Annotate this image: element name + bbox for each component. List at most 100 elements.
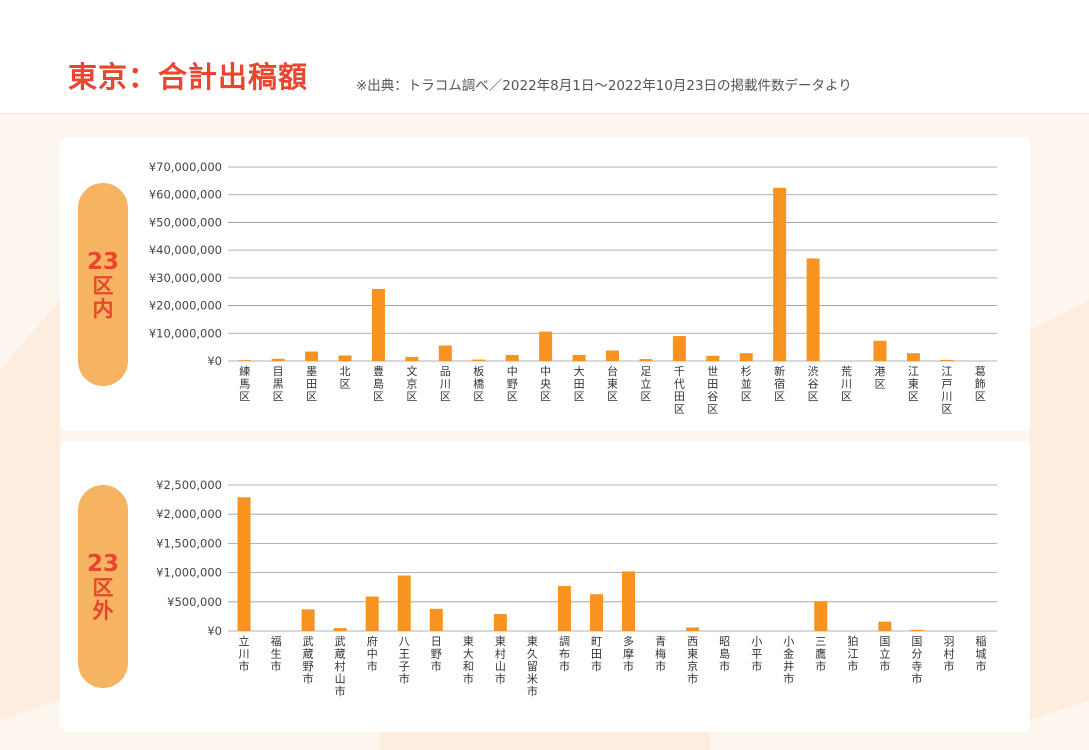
bar bbox=[438, 345, 452, 361]
bar bbox=[429, 608, 443, 631]
x-tick-label: 北区 bbox=[340, 365, 351, 391]
x-tick-label: 調布市 bbox=[559, 634, 570, 673]
bar bbox=[365, 596, 379, 631]
bar bbox=[237, 497, 251, 631]
y-tick-label: ¥1,500,000 bbox=[156, 536, 222, 550]
x-tick-label: 品川区 bbox=[440, 365, 451, 403]
x-tick-label: 東村山市 bbox=[495, 635, 506, 686]
bar bbox=[301, 609, 315, 631]
y-tick-label: ¥40,000,000 bbox=[149, 243, 222, 257]
bar bbox=[539, 331, 553, 361]
y-tick-label: ¥2,000,000 bbox=[156, 507, 222, 521]
bar bbox=[606, 350, 619, 361]
y-tick-label: ¥50,000,000 bbox=[149, 215, 222, 229]
y-tick-label: ¥70,000,000 bbox=[149, 160, 222, 174]
bar bbox=[686, 627, 700, 631]
x-tick-label: 羽村市 bbox=[943, 635, 954, 673]
x-tick-label: 江戸川区 bbox=[941, 365, 952, 416]
x-tick-label: 八王子市 bbox=[399, 635, 410, 686]
x-tick-label: 千代田区 bbox=[674, 365, 685, 416]
x-tick-label: 台東区 bbox=[607, 364, 618, 403]
bar bbox=[493, 614, 507, 631]
section-label-char: 内 bbox=[92, 296, 114, 321]
x-tick-label: 三鷹市 bbox=[815, 635, 826, 673]
x-tick-label: 町田市 bbox=[591, 635, 602, 673]
section-label-outside-23-wards: 23 区 外 bbox=[78, 485, 128, 688]
x-tick-label: 昭島市 bbox=[719, 635, 730, 673]
y-tick-label: ¥0 bbox=[207, 624, 222, 638]
section-label-char: 外 bbox=[92, 598, 114, 623]
page-title: 東京：合計出稿額 bbox=[68, 60, 309, 94]
bar bbox=[572, 354, 586, 361]
x-tick-label: 小金井市 bbox=[783, 635, 794, 686]
section-label-char: 区 bbox=[92, 575, 114, 600]
x-tick-label: 豊島区 bbox=[373, 365, 384, 403]
bar bbox=[906, 353, 920, 361]
x-tick-label: 足立区 bbox=[640, 365, 651, 403]
section-label-number: 23 bbox=[86, 248, 119, 275]
bar bbox=[271, 358, 285, 361]
bar bbox=[814, 601, 828, 631]
x-tick-label: 西東京市 bbox=[687, 635, 698, 686]
bar bbox=[405, 356, 419, 361]
section-label-number: 23 bbox=[86, 550, 119, 577]
section-label-char: 区 bbox=[92, 273, 114, 298]
bar bbox=[333, 628, 347, 631]
bar bbox=[622, 571, 636, 631]
bar bbox=[472, 359, 486, 361]
x-tick-label: 葛飾区 bbox=[975, 365, 986, 403]
bar bbox=[305, 351, 319, 361]
x-tick-label: 荒川区 bbox=[841, 365, 852, 403]
bar bbox=[878, 621, 892, 631]
x-tick-label: 小平市 bbox=[751, 635, 762, 673]
x-tick-label: 文京区 bbox=[406, 364, 417, 403]
y-tick-label: ¥1,000,000 bbox=[156, 566, 222, 580]
x-tick-label: 目黒区 bbox=[273, 365, 284, 403]
x-tick-label: 新宿区 bbox=[774, 364, 785, 403]
x-tick-label: 府中市 bbox=[367, 634, 378, 673]
x-tick-label: 青梅市 bbox=[655, 635, 666, 673]
bar bbox=[338, 355, 352, 361]
bar bbox=[739, 353, 753, 361]
x-tick-label: 立川市 bbox=[239, 634, 250, 673]
y-tick-label: ¥10,000,000 bbox=[149, 326, 222, 340]
chart-panel-outside-23-wards bbox=[60, 441, 1030, 732]
x-tick-label: 練馬区 bbox=[239, 364, 250, 403]
x-tick-label: 日野市 bbox=[431, 635, 442, 673]
x-tick-label: 墨田区 bbox=[306, 365, 317, 403]
source-note: ※出典：トラコム調べ／2022年8月1日～2022年10月23日の掲載件数データ… bbox=[356, 78, 852, 94]
y-tick-label: ¥60,000,000 bbox=[149, 188, 222, 202]
x-tick-label: 狛江市 bbox=[847, 635, 858, 673]
header-bar: 東京：合計出稿額 ※出典：トラコム調べ／2022年8月1日～2022年10月23… bbox=[0, 0, 1089, 114]
x-tick-label: 武蔵野市 bbox=[303, 635, 314, 686]
x-tick-label: 板橋区 bbox=[473, 364, 484, 403]
bar bbox=[238, 360, 252, 361]
section-label-inside-23-wards: 23 区 内 bbox=[78, 183, 128, 386]
bar bbox=[806, 258, 820, 361]
x-tick-label: 世田谷区 bbox=[707, 365, 718, 416]
bar bbox=[639, 359, 653, 361]
bar bbox=[505, 354, 519, 361]
x-tick-label: 福生市 bbox=[271, 634, 282, 673]
bar bbox=[397, 575, 411, 631]
x-tick-label: 国分寺市 bbox=[911, 635, 922, 686]
x-tick-label: 東大和市 bbox=[463, 635, 474, 686]
bar bbox=[773, 187, 787, 361]
bar bbox=[589, 594, 603, 631]
bar bbox=[672, 336, 686, 361]
bar bbox=[910, 629, 924, 631]
x-tick-label: 中央区 bbox=[540, 365, 551, 403]
y-tick-label: ¥20,000,000 bbox=[149, 299, 222, 313]
x-tick-label: 江東区 bbox=[908, 365, 919, 403]
bar bbox=[940, 359, 954, 361]
y-tick-label: ¥0 bbox=[207, 354, 222, 368]
x-tick-label: 大田区 bbox=[574, 364, 585, 403]
x-tick-label: 杉並区 bbox=[741, 364, 752, 403]
bar bbox=[557, 586, 571, 631]
y-tick-label: ¥30,000,000 bbox=[149, 271, 222, 285]
x-tick-label: 多摩市 bbox=[623, 634, 634, 673]
y-tick-label: ¥500,000 bbox=[167, 595, 222, 609]
